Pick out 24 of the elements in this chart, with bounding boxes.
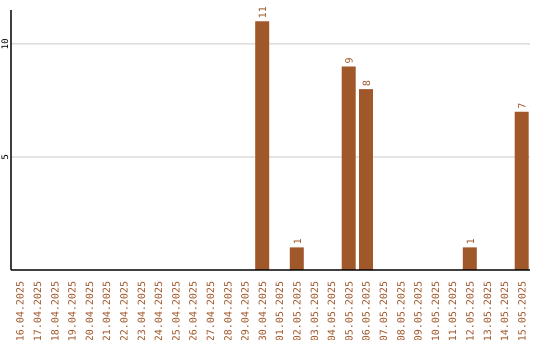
bar (290, 247, 304, 270)
data-label: 1 (466, 238, 477, 244)
bar (462, 247, 477, 270)
data-label: 7 (518, 102, 529, 109)
x-tick-label: 15.05.2025 (517, 281, 528, 340)
x-tick-label: 13.05.2025 (482, 281, 494, 340)
x-tick-label: 10.05.2025 (430, 281, 442, 340)
x-tick-label: 11.05.2025 (448, 281, 460, 340)
data-label: 8 (362, 80, 373, 86)
bar (342, 66, 356, 270)
data-label: 11 (258, 6, 270, 18)
y-tick-label: 5 (1, 154, 11, 160)
x-tick-label: 17.04.2025 (32, 281, 44, 340)
bar (359, 89, 373, 270)
bar (514, 112, 529, 270)
data-label: 9 (344, 57, 356, 64)
y-tick-label: 10 (1, 38, 11, 50)
x-tick-label: 18.04.2025 (50, 281, 62, 340)
x-tick-label: 12.05.2025 (465, 281, 476, 340)
x-tick-label: 16.04.2025 (16, 281, 27, 340)
x-tick-label: 19.04.2025 (68, 281, 79, 340)
bar (255, 21, 270, 270)
x-tick-label: 14.05.2025 (500, 281, 512, 340)
data-label: 1 (292, 238, 304, 244)
